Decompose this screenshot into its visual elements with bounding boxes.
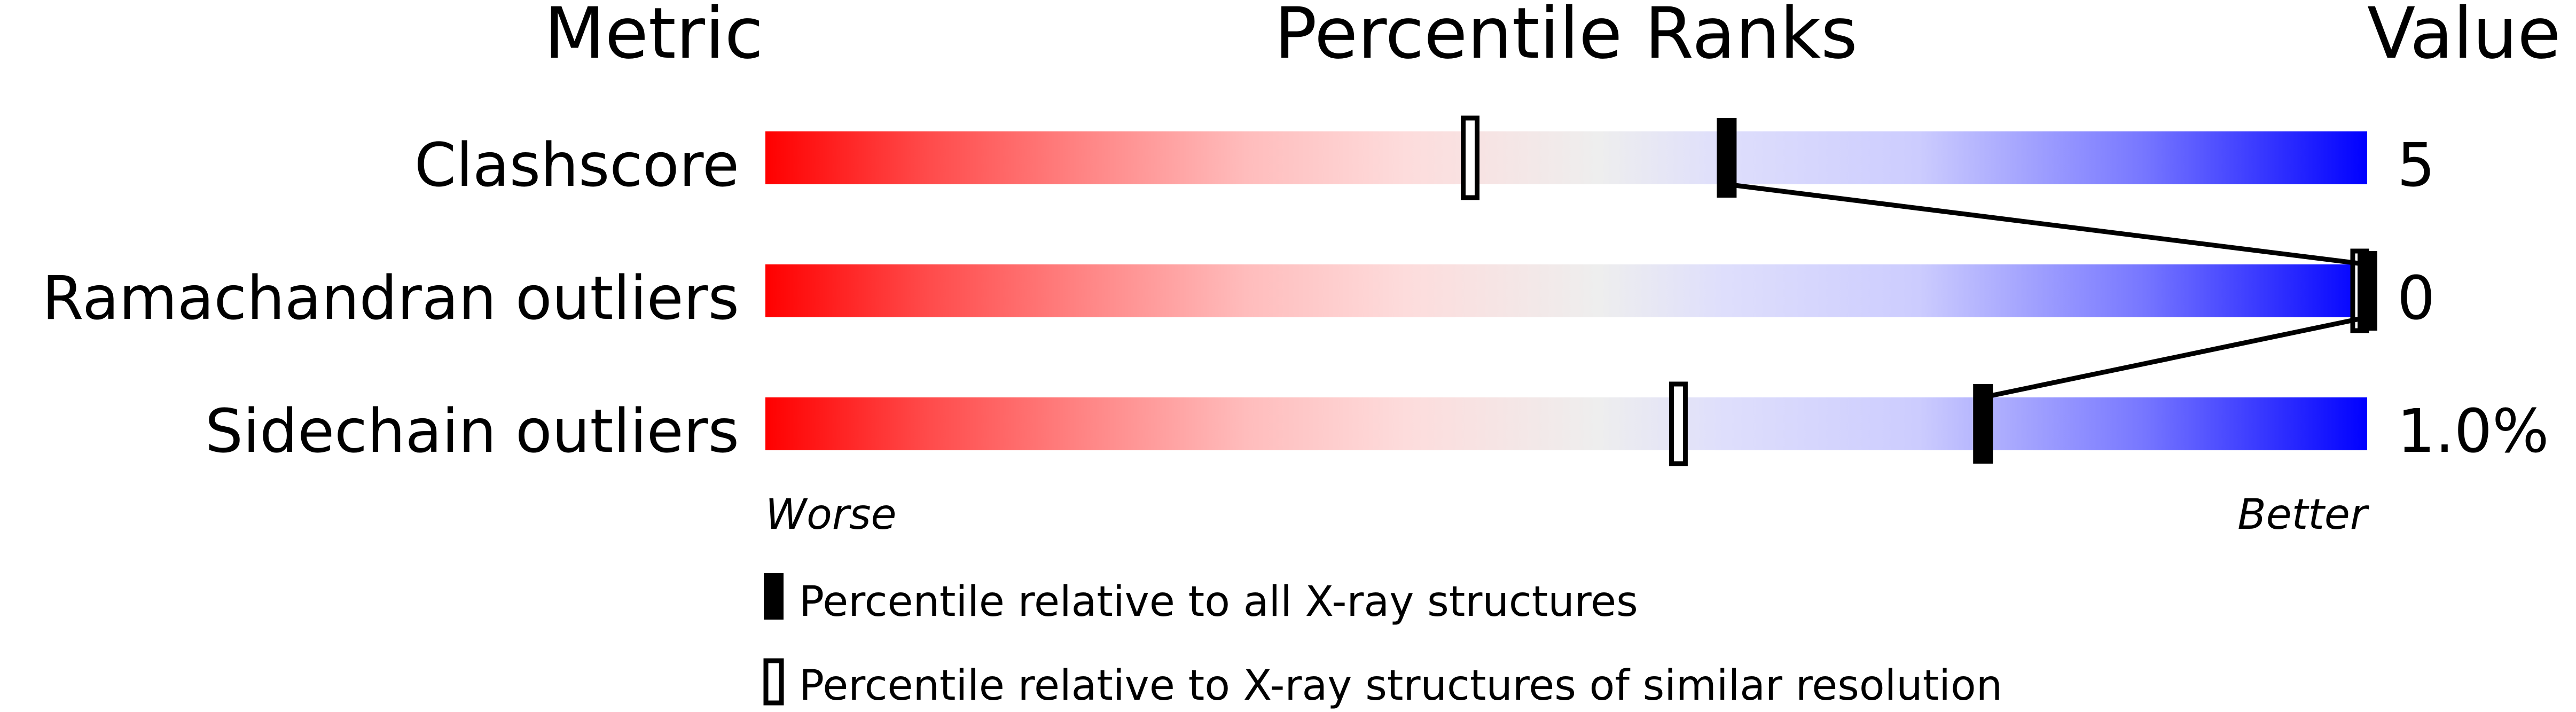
axis-label-worse: Worse xyxy=(765,491,897,539)
percentile-bar xyxy=(765,264,2367,317)
legend-similar-label: Percentile relative to X-ray structures … xyxy=(799,662,2002,710)
metric-row: Clashscore 5 xyxy=(414,115,2435,200)
legend-hollow-marker-icon xyxy=(763,658,784,706)
similar-resolution-marker xyxy=(1461,115,1480,200)
similar-resolution-marker xyxy=(1669,381,1688,466)
header-metric: Metric xyxy=(544,0,763,75)
metric-value: 5 xyxy=(2397,131,2435,200)
metric-row: Ramachandran outliers 0 xyxy=(42,248,2435,333)
header-value: Value xyxy=(2367,0,2561,75)
metric-value: 0 xyxy=(2397,264,2435,333)
metric-value: 1.0% xyxy=(2397,397,2549,466)
percentile-bar xyxy=(765,131,2367,184)
metric-row: Sidechain outliers 1.0% xyxy=(205,381,2549,466)
metric-label: Clashscore xyxy=(414,131,739,200)
header-percentile-ranks: Percentile Ranks xyxy=(1274,0,1858,75)
axis-label-better: Better xyxy=(2237,491,2370,539)
metric-label: Ramachandran outliers xyxy=(42,264,739,333)
legend-filled-marker-icon xyxy=(764,573,784,620)
marker-connector-line xyxy=(1726,182,2368,267)
legend-all-label: Percentile relative to all X-ray structu… xyxy=(799,578,1638,626)
metric-label: Sidechain outliers xyxy=(205,397,739,466)
percentile-bar xyxy=(765,397,2367,450)
marker-connector-line xyxy=(1982,315,2368,400)
